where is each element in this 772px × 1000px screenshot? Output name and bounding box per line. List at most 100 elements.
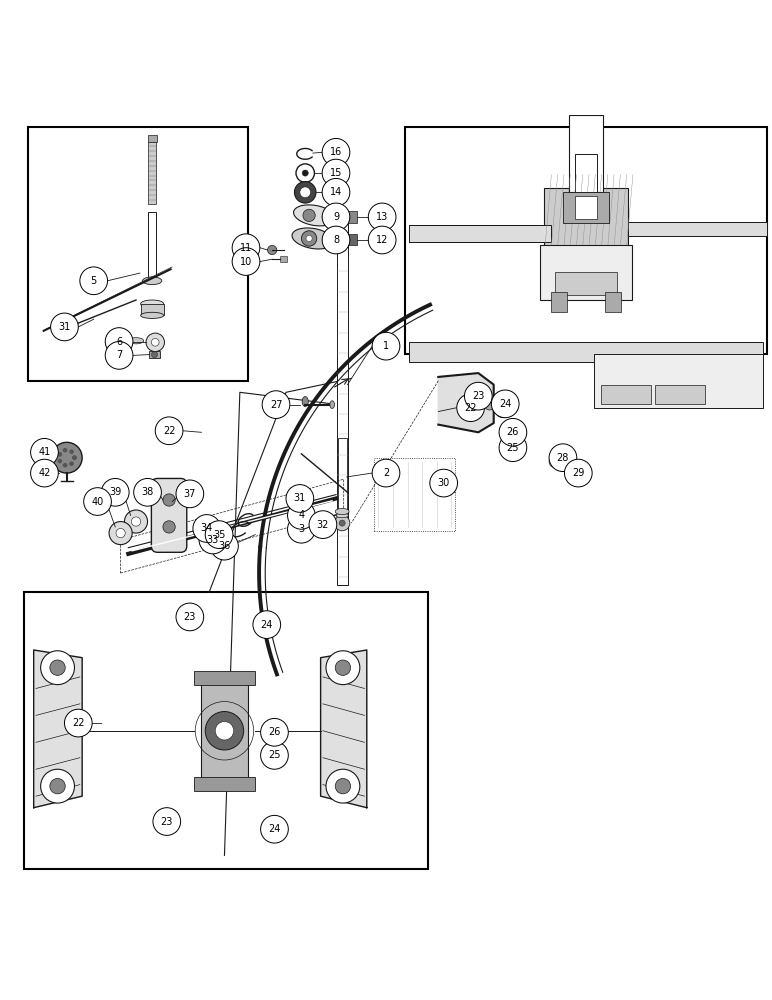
- Circle shape: [300, 187, 310, 198]
- Bar: [149, 351, 160, 358]
- Bar: [29, 127, 248, 381]
- Circle shape: [151, 352, 157, 358]
- Circle shape: [484, 398, 496, 410]
- Circle shape: [52, 442, 82, 473]
- Circle shape: [334, 515, 350, 531]
- Bar: [279, 256, 286, 262]
- Circle shape: [465, 382, 493, 410]
- Circle shape: [286, 485, 313, 512]
- Circle shape: [322, 159, 350, 187]
- Text: 25: 25: [506, 443, 520, 453]
- Text: 23: 23: [184, 612, 196, 622]
- Bar: [25, 592, 428, 869]
- Text: 41: 41: [39, 447, 51, 457]
- Text: 34: 34: [201, 523, 213, 533]
- Circle shape: [309, 511, 337, 538]
- Circle shape: [63, 448, 67, 453]
- Circle shape: [176, 480, 204, 508]
- Ellipse shape: [292, 228, 334, 249]
- Bar: [148, 142, 156, 204]
- Circle shape: [372, 332, 400, 360]
- Circle shape: [368, 226, 396, 254]
- Bar: [575, 196, 597, 219]
- Bar: [194, 671, 256, 685]
- Circle shape: [368, 203, 396, 231]
- Circle shape: [31, 438, 59, 466]
- Circle shape: [176, 603, 204, 631]
- Circle shape: [211, 532, 239, 560]
- Text: 24: 24: [261, 620, 273, 630]
- Circle shape: [80, 267, 107, 295]
- Text: 14: 14: [330, 187, 342, 197]
- Circle shape: [105, 328, 133, 355]
- Circle shape: [109, 522, 132, 545]
- Circle shape: [495, 402, 510, 418]
- Bar: [337, 223, 347, 585]
- Circle shape: [72, 455, 76, 460]
- Text: 23: 23: [472, 391, 485, 401]
- Circle shape: [326, 769, 360, 803]
- Text: 6: 6: [116, 337, 122, 347]
- Bar: [543, 188, 628, 246]
- Text: 38: 38: [141, 487, 154, 497]
- Circle shape: [268, 245, 277, 255]
- Circle shape: [193, 515, 221, 542]
- Bar: [569, 115, 603, 192]
- Bar: [594, 354, 763, 408]
- Circle shape: [232, 248, 260, 275]
- Text: 10: 10: [240, 257, 252, 267]
- Bar: [551, 292, 567, 312]
- Circle shape: [261, 718, 288, 746]
- Circle shape: [322, 178, 350, 206]
- Circle shape: [253, 611, 280, 638]
- Circle shape: [41, 651, 74, 685]
- Bar: [628, 222, 767, 236]
- Circle shape: [163, 521, 175, 533]
- Text: 22: 22: [465, 403, 477, 413]
- Text: 11: 11: [240, 243, 252, 253]
- Circle shape: [72, 455, 76, 460]
- FancyBboxPatch shape: [151, 478, 187, 552]
- Text: 36: 36: [218, 541, 231, 551]
- Circle shape: [335, 660, 350, 675]
- Text: 24: 24: [499, 399, 511, 409]
- Bar: [147, 135, 157, 142]
- Circle shape: [457, 394, 485, 422]
- Circle shape: [105, 342, 133, 369]
- Text: 1: 1: [383, 341, 389, 351]
- Text: 40: 40: [91, 497, 103, 507]
- Bar: [347, 234, 357, 245]
- Text: 23: 23: [161, 817, 173, 827]
- Ellipse shape: [335, 508, 349, 515]
- Text: 3: 3: [298, 524, 304, 534]
- Text: 24: 24: [269, 824, 281, 834]
- Circle shape: [322, 138, 350, 166]
- Bar: [601, 385, 652, 404]
- Text: 32: 32: [317, 520, 329, 530]
- Circle shape: [51, 313, 78, 341]
- Circle shape: [499, 418, 527, 446]
- Text: 25: 25: [268, 750, 281, 760]
- Circle shape: [31, 459, 59, 487]
- Circle shape: [287, 515, 315, 543]
- Text: 22: 22: [72, 718, 85, 728]
- Ellipse shape: [330, 401, 334, 408]
- Text: 2: 2: [383, 468, 389, 478]
- Ellipse shape: [141, 300, 164, 308]
- Bar: [605, 292, 621, 312]
- Bar: [555, 458, 574, 465]
- Circle shape: [134, 478, 161, 506]
- Circle shape: [63, 463, 67, 467]
- Circle shape: [215, 722, 234, 740]
- Circle shape: [306, 235, 312, 242]
- Circle shape: [549, 455, 561, 468]
- Circle shape: [151, 338, 159, 346]
- Circle shape: [301, 231, 317, 246]
- Bar: [563, 192, 609, 223]
- Circle shape: [287, 502, 315, 529]
- Bar: [409, 342, 763, 362]
- Circle shape: [41, 769, 74, 803]
- Bar: [194, 777, 256, 791]
- Text: 9: 9: [333, 212, 339, 222]
- Text: 29: 29: [572, 468, 584, 478]
